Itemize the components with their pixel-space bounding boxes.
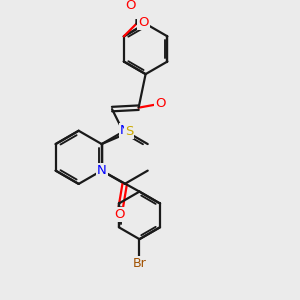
Text: S: S — [124, 125, 133, 138]
Text: N: N — [97, 164, 106, 177]
Text: O: O — [155, 97, 165, 110]
Text: O: O — [114, 208, 124, 221]
Text: N: N — [120, 124, 130, 137]
Text: O: O — [138, 16, 148, 29]
Text: O: O — [125, 0, 136, 12]
Text: Br: Br — [133, 257, 146, 270]
